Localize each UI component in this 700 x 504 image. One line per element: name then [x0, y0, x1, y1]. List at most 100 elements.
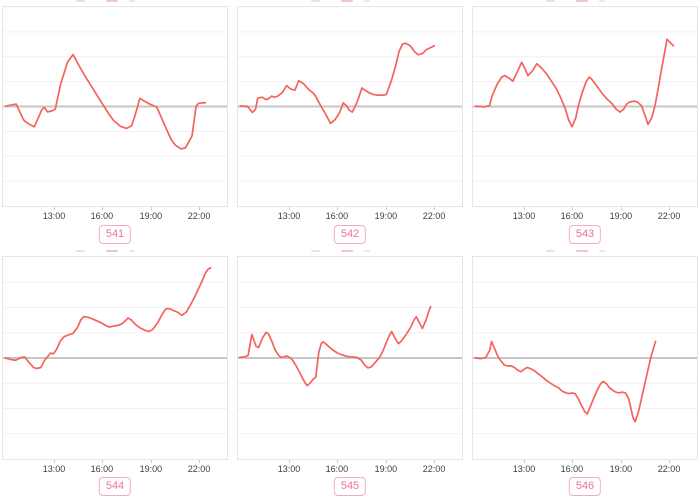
x-axis-tick	[288, 207, 290, 210]
sparkline-543	[473, 7, 697, 206]
chart-plot-area	[2, 256, 228, 460]
x-axis-tick	[571, 460, 573, 463]
x-axis-tick	[199, 460, 201, 463]
x-axis-tick-label: 22:00	[422, 211, 446, 221]
x-axis-tick-label: 13:00	[277, 211, 301, 221]
sparkline-544	[3, 257, 227, 459]
chart-id-badge[interactable]: 545	[333, 477, 367, 496]
x-axis-tick-label: 19:00	[609, 464, 633, 474]
x-axis-tick	[288, 460, 290, 463]
chart-panel-545: 13:00 16:00 19:00 22:00 545	[237, 250, 463, 504]
x-axis-tick	[336, 207, 338, 210]
chart-panel-543: 13:00 16:00 19:00 22:00 543	[472, 0, 698, 248]
series-line	[475, 39, 673, 127]
series-line	[240, 307, 431, 386]
clipped-title-fragment	[576, 250, 588, 252]
x-axis-tick-label: 22:00	[187, 211, 211, 221]
chart-panel-542: 13:00 16:00 19:00 22:00 542	[237, 0, 463, 248]
chart-plot-area	[472, 6, 698, 207]
chart-id-badge[interactable]: 542	[333, 225, 367, 244]
x-axis: 13:00 16:00 19:00 22:00	[2, 207, 228, 223]
chart-plot-area	[472, 256, 698, 460]
clipped-title-fragment	[546, 0, 555, 2]
x-axis-tick-label: 13:00	[42, 211, 66, 221]
x-axis: 13:00 16:00 19:00 22:00	[237, 460, 463, 476]
x-axis-tick-label: 22:00	[657, 211, 681, 221]
chart-panel-541: 13:00 16:00 19:00 22:00 541	[2, 0, 228, 248]
x-axis-tick	[336, 460, 338, 463]
chart-panel-544: 13:00 16:00 19:00 22:00 544	[2, 250, 228, 504]
clipped-title-fragment	[599, 0, 605, 2]
clipped-title-fragment	[364, 0, 370, 2]
x-axis-tick	[150, 460, 152, 463]
x-axis-tick	[385, 207, 387, 210]
clipped-title-fragment	[364, 250, 370, 252]
x-axis-tick	[385, 460, 387, 463]
x-axis: 13:00 16:00 19:00 22:00	[237, 207, 463, 223]
series-line	[475, 341, 655, 421]
clipped-title-fragment	[106, 0, 118, 2]
x-axis-tick-label: 16:00	[560, 464, 584, 474]
x-axis-tick	[101, 207, 103, 210]
x-axis-tick	[523, 207, 525, 210]
clipped-title-fragment	[576, 0, 588, 2]
x-axis-tick-label: 13:00	[42, 464, 66, 474]
x-axis-tick	[669, 207, 671, 210]
x-axis-tick-label: 22:00	[187, 464, 211, 474]
x-axis-tick-label: 16:00	[325, 211, 349, 221]
chart-panel-546: 13:00 16:00 19:00 22:00 546	[472, 250, 698, 504]
clipped-title-fragment	[311, 0, 320, 2]
chart-id-badge[interactable]: 541	[98, 225, 132, 244]
x-axis: 13:00 16:00 19:00 22:00	[472, 207, 698, 223]
chart-id-badge[interactable]: 543	[568, 225, 602, 244]
clipped-title-fragment	[311, 250, 320, 252]
x-axis-tick-label: 22:00	[422, 464, 446, 474]
x-axis-tick	[620, 207, 622, 210]
chart-id-badge[interactable]: 546	[568, 477, 602, 496]
clipped-title-fragment	[129, 250, 135, 252]
series-line	[5, 268, 210, 369]
x-axis-tick	[434, 207, 436, 210]
chart-plot-area	[2, 6, 228, 207]
x-axis-tick	[523, 460, 525, 463]
sparkline-546	[473, 257, 697, 459]
chart-id-badge[interactable]: 544	[98, 477, 132, 496]
x-axis-tick-label: 19:00	[139, 211, 163, 221]
sparkline-545	[238, 257, 462, 459]
x-axis-tick-label: 16:00	[90, 211, 114, 221]
x-axis-tick	[571, 207, 573, 210]
sparkline-541	[3, 7, 227, 206]
x-axis-tick-label: 19:00	[374, 211, 398, 221]
x-axis-tick-label: 19:00	[139, 464, 163, 474]
clipped-title-fragment	[76, 0, 85, 2]
x-axis-tick	[199, 207, 201, 210]
x-axis-tick-label: 16:00	[325, 464, 349, 474]
chart-plot-area	[237, 256, 463, 460]
x-axis: 13:00 16:00 19:00 22:00	[472, 460, 698, 476]
clipped-title-fragment	[341, 250, 353, 252]
chart-plot-area	[237, 6, 463, 207]
clipped-title-fragment	[546, 250, 555, 252]
x-axis-tick-label: 13:00	[512, 211, 536, 221]
x-axis-tick	[620, 460, 622, 463]
series-line	[6, 55, 206, 149]
x-axis-tick	[150, 207, 152, 210]
x-axis-tick-label: 19:00	[374, 464, 398, 474]
clipped-title-fragment	[599, 250, 605, 252]
x-axis-tick	[53, 207, 55, 210]
x-axis-tick-label: 13:00	[512, 464, 536, 474]
x-axis-tick-label: 16:00	[560, 211, 584, 221]
clipped-title-fragment	[129, 0, 135, 2]
sparkline-542	[238, 7, 462, 206]
x-axis-tick	[669, 460, 671, 463]
x-axis-tick-label: 22:00	[657, 464, 681, 474]
clipped-title-fragment	[341, 0, 353, 2]
x-axis-tick	[53, 460, 55, 463]
x-axis-tick	[101, 460, 103, 463]
clipped-title-fragment	[76, 250, 85, 252]
x-axis-tick	[434, 460, 436, 463]
x-axis-tick-label: 16:00	[90, 464, 114, 474]
x-axis-tick-label: 19:00	[609, 211, 633, 221]
x-axis: 13:00 16:00 19:00 22:00	[2, 460, 228, 476]
